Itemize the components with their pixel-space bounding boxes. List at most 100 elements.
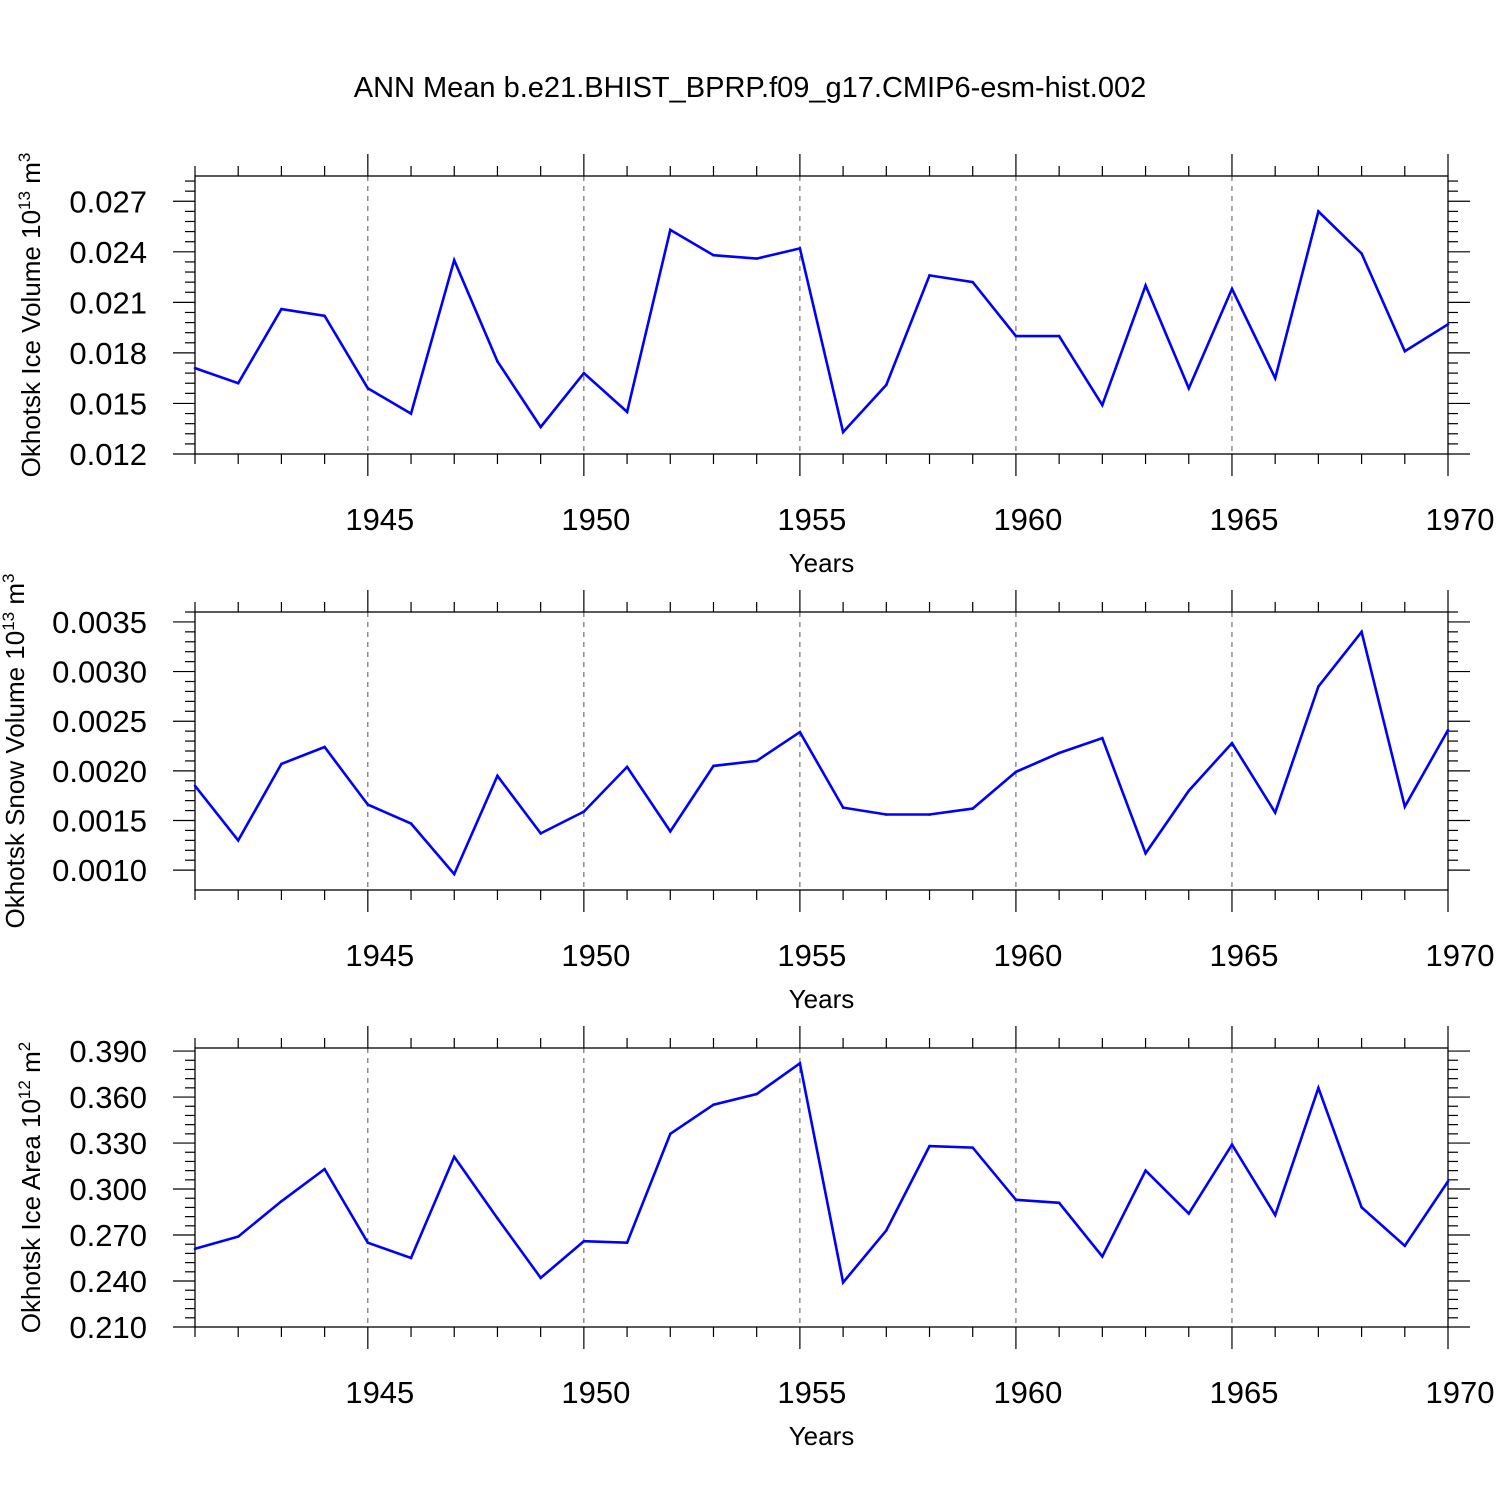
y-tick-label: 0.240 (69, 1264, 147, 1299)
data-point (712, 253, 715, 257)
x-tick-label: 1965 (1209, 938, 1278, 973)
data-point (1144, 851, 1147, 855)
data-point (928, 274, 931, 277)
data-point (1403, 805, 1407, 808)
x-tick-label: 1960 (993, 1375, 1062, 1410)
data-point (625, 765, 629, 769)
data-point (452, 1155, 456, 1159)
y-tick-label: 0.330 (69, 1126, 147, 1161)
data-point (885, 813, 888, 816)
series-line (193, 629, 1450, 877)
data-point (1101, 1255, 1104, 1258)
data-point (841, 1281, 845, 1284)
data-point (1230, 287, 1234, 291)
data-point (755, 1092, 758, 1096)
data-point (1230, 1143, 1234, 1146)
data-point (1273, 376, 1277, 380)
x-tick-label: 1965 (1209, 502, 1278, 537)
x-tick-label: 1955 (777, 502, 846, 537)
data-point (1057, 751, 1061, 755)
x-tick-label: 1945 (345, 938, 414, 973)
data-point (755, 257, 758, 260)
data-point (1101, 736, 1104, 740)
data-point (1403, 349, 1407, 353)
data-point (582, 1239, 586, 1243)
y-tick-label: 0.012 (69, 437, 147, 472)
data-point (885, 1229, 888, 1232)
data-point (236, 381, 240, 385)
data-point (452, 258, 456, 262)
data-point (841, 430, 845, 434)
data-point (1273, 1213, 1277, 1217)
data-point (539, 1276, 542, 1280)
y-tick-label: 0.024 (69, 235, 147, 270)
data-point (712, 1103, 715, 1107)
x-tick-label: 1950 (561, 502, 630, 537)
data-point (193, 784, 197, 788)
x-axis-label: Years (789, 984, 855, 1014)
data-point (928, 813, 931, 816)
plot-frame (194, 1047, 1449, 1328)
x-tick-label: 1960 (993, 502, 1062, 537)
data-point (928, 1144, 931, 1148)
data-point (798, 730, 802, 734)
data-point (236, 1235, 240, 1238)
data-point (193, 366, 197, 370)
data-point (452, 872, 456, 876)
chart-panel-1: 0.012 0.015 0.018 0.021 0.024 0.027 1945 1950 19… (15, 153, 1494, 578)
data-point (1014, 334, 1018, 338)
data-point (1446, 322, 1450, 326)
data-point (366, 1241, 370, 1244)
data-point (712, 764, 715, 768)
data-point (1014, 770, 1018, 774)
data-point (971, 807, 975, 810)
data-point (1317, 1086, 1320, 1090)
x-tick-label: 1970 (1426, 1375, 1495, 1410)
plot-frame (194, 175, 1449, 455)
data-point (1057, 334, 1061, 338)
y-tick-label: 0.0015 (52, 804, 147, 839)
data-point (1144, 1169, 1147, 1172)
x-tick-label: 1945 (345, 502, 414, 537)
data-point (1403, 1244, 1407, 1248)
x-tick-label: 1970 (1426, 938, 1495, 973)
x-tick-label: 1965 (1209, 1375, 1278, 1410)
data-point (280, 762, 283, 766)
y-axis-label: Okhotsk Ice Area 1012 m2 (15, 1042, 46, 1333)
data-point (236, 839, 240, 842)
data-point (496, 774, 499, 778)
data-point (885, 383, 888, 387)
data-point (1317, 685, 1320, 688)
x-tick-label: 1955 (777, 938, 846, 973)
data-point (582, 810, 586, 813)
data-point (1187, 789, 1191, 793)
data-point (755, 759, 758, 763)
data-point (1360, 1206, 1363, 1209)
data-point (1101, 403, 1104, 407)
y-tick-label: 0.270 (69, 1218, 147, 1253)
figure-title: ANN Mean b.e21.BHIST_BPRP.f09_g17.CMIP6-… (353, 72, 1147, 104)
data-point (323, 314, 326, 318)
data-point (1187, 386, 1191, 390)
series-line (194, 208, 1449, 435)
data-point (1273, 811, 1277, 814)
x-axis-label: Years (789, 548, 855, 578)
data-point (539, 832, 542, 835)
data-point (1317, 210, 1320, 213)
data-point (668, 228, 672, 232)
y-tick-label: 0.021 (69, 285, 147, 320)
data-point (409, 412, 413, 415)
data-point (280, 307, 283, 311)
data-point (1057, 1201, 1061, 1205)
x-tick-label: 1950 (561, 1375, 630, 1410)
data-point (1014, 1198, 1018, 1202)
data-point (1360, 630, 1363, 634)
x-tick-label: 1960 (993, 938, 1062, 973)
data-point (366, 803, 370, 806)
data-point (625, 1241, 629, 1244)
data-point (539, 425, 542, 429)
y-tick-label: 0.390 (69, 1034, 147, 1069)
y-tick-label: 0.0030 (52, 655, 147, 690)
data-point (496, 1216, 499, 1220)
x-tick-label: 1950 (561, 938, 630, 973)
